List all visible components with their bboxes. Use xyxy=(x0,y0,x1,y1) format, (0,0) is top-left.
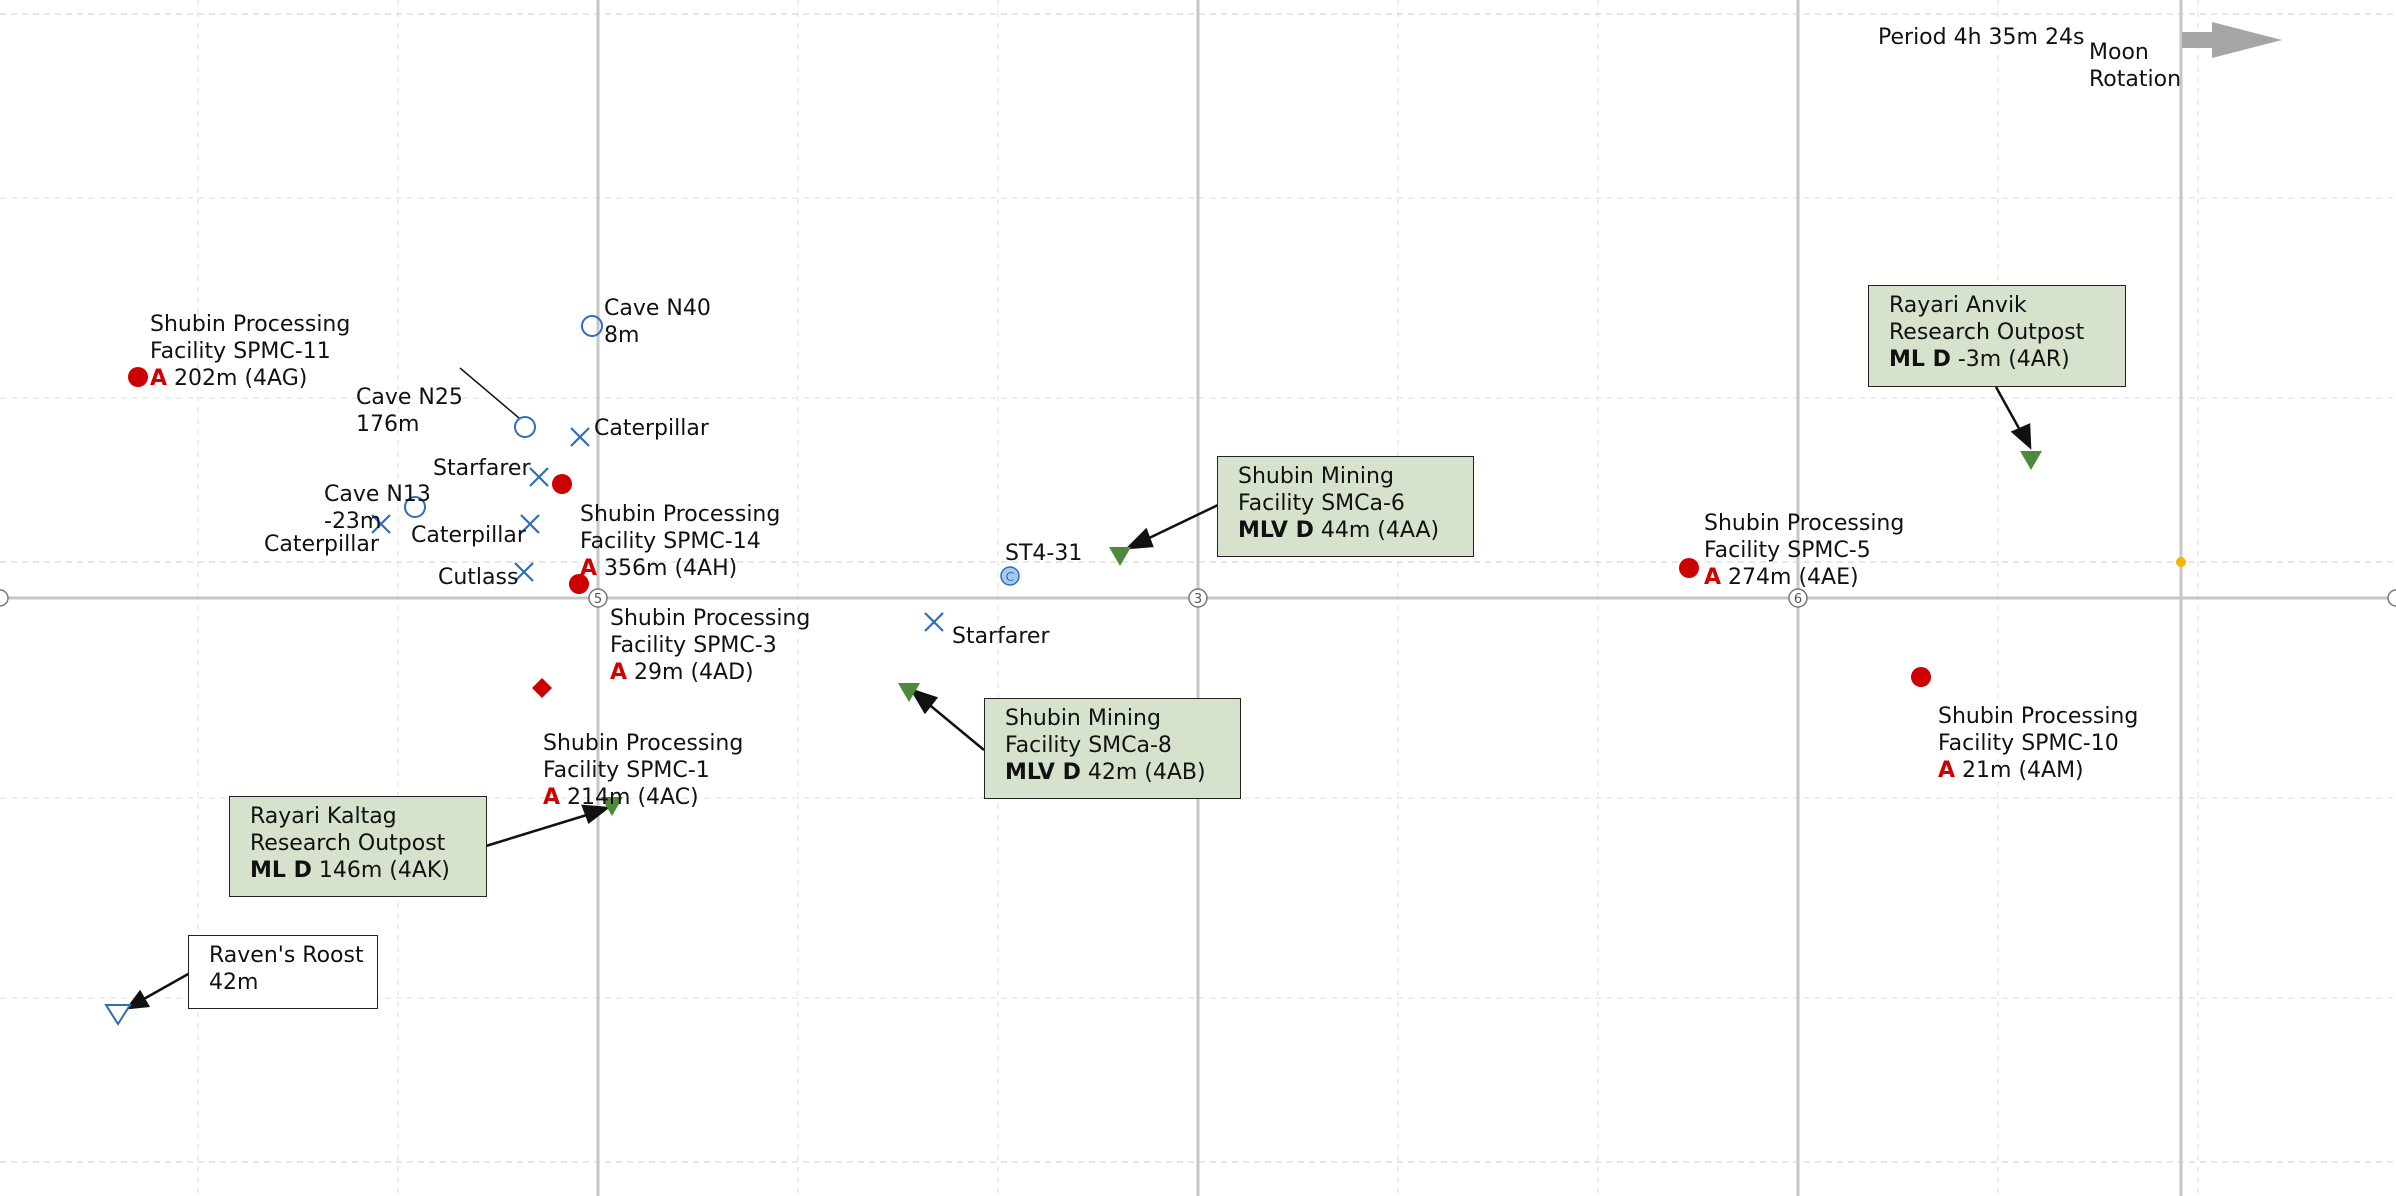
moon-rotation-label: Moon Rotation xyxy=(2089,40,2182,92)
label-wreck-starfarer-a[interactable]: Starfarer xyxy=(433,456,531,481)
wreck-starfarer-a-icon xyxy=(529,467,549,487)
leader-lines xyxy=(459,367,520,419)
label-cave-n25[interactable]: Cave N25 176m xyxy=(356,385,463,437)
callout-ravens-roost[interactable]: Raven's Roost 42m xyxy=(188,935,378,1009)
svg-text:C: C xyxy=(1006,570,1014,584)
outpost-spmc10-icon xyxy=(1911,667,1931,687)
label-wreck-caterpillar-a[interactable]: Caterpillar xyxy=(594,416,709,441)
period-label: Period 4h 35m 24s xyxy=(1878,25,2085,50)
ravens-roost-icon xyxy=(104,1004,132,1026)
outpost-anvik-icon xyxy=(2020,451,2042,470)
label-wreck-cutlass[interactable]: Cutlass xyxy=(438,565,519,590)
callout-anvik[interactable]: Rayari Anvik Research Outpost ML D -3m (4A… xyxy=(1868,285,2126,387)
cave-n13-icon xyxy=(404,496,426,518)
comm-array: C xyxy=(1000,566,1020,586)
wreck-caterpillar-a-icon xyxy=(570,427,590,447)
wreck-caterpillar-b-icon xyxy=(371,514,391,534)
rotation-arrow-icon xyxy=(2182,22,2282,58)
outpost-spmc5-icon xyxy=(1679,558,1699,578)
outpost-spmc14-icon xyxy=(552,474,572,494)
wreck-cutlass-icon xyxy=(514,562,534,582)
axis-marker-6: 6 xyxy=(1788,588,1808,608)
caves xyxy=(404,315,603,518)
wreck-caterpillar-c-icon xyxy=(520,514,540,534)
outpost-kaltag-icon xyxy=(601,797,623,816)
axis-marker-3: 3 xyxy=(1188,588,1208,608)
wreck-starfarer-b-icon xyxy=(924,612,944,632)
outpost-spmc3-icon xyxy=(569,574,589,594)
svg-text:3: 3 xyxy=(1194,592,1202,607)
axis-marker-5: 5 xyxy=(588,588,608,608)
axis-edge-markers xyxy=(0,589,2396,607)
label-wreck-caterpillar-c[interactable]: Caterpillar xyxy=(411,523,526,548)
green-outposts xyxy=(601,451,2042,816)
label-spmc1[interactable]: Shubin Processing Facility SPMC-1 A 214m (… xyxy=(543,731,744,810)
outpost-smca8-icon xyxy=(898,683,920,702)
label-wreck-caterpillar-b[interactable]: Caterpillar xyxy=(264,532,379,557)
comm-array-icon xyxy=(1000,566,1020,586)
sun-marker-icon xyxy=(2176,557,2186,567)
svg-text:6: 6 xyxy=(1794,592,1802,607)
label-spmc11[interactable]: Shubin Processing Facility SPMC-11 A 202m … xyxy=(150,312,351,391)
label-spmc14[interactable]: Shubin Processing Facility SPMC-14 A 356m … xyxy=(580,502,781,581)
wrecks xyxy=(371,427,944,632)
svg-text:5: 5 xyxy=(594,592,602,607)
outpost-spmc1-diamond-icon xyxy=(532,678,552,698)
label-spmc10[interactable]: Shubin Processing Facility SPMC-10 A 21m (… xyxy=(1938,704,2139,783)
callout-arrows xyxy=(125,386,2032,1010)
label-cave-n40[interactable]: Cave N40 8m xyxy=(604,296,711,348)
callout-smca8[interactable]: Shubin Mining Facility SMCa-8 MLV D 42m (4… xyxy=(984,698,1241,799)
label-comm-array[interactable]: ST4-31 xyxy=(1005,541,1083,566)
cave-n25-icon xyxy=(514,416,536,438)
callout-kaltag[interactable]: Rayari Kaltag Research Outpost ML D 146m (… xyxy=(229,796,487,897)
red-outposts xyxy=(128,367,1931,698)
cave-n40-icon xyxy=(581,315,603,337)
callout-smca6[interactable]: Shubin Mining Facility SMCa-6 MLV D 44m (4… xyxy=(1217,456,1474,557)
outpost-smca6-icon xyxy=(1109,547,1131,566)
outpost-spmc11-icon xyxy=(128,367,148,387)
label-spmc3[interactable]: Shubin Processing Facility SPMC-3 A 29m (4… xyxy=(610,606,811,685)
label-cave-n13[interactable]: Cave N13 -23m xyxy=(324,482,431,534)
label-spmc5[interactable]: Shubin Processing Facility SPMC-5 A 274m (… xyxy=(1704,511,1905,590)
label-wreck-starfarer-b[interactable]: Starfarer xyxy=(952,624,1050,649)
